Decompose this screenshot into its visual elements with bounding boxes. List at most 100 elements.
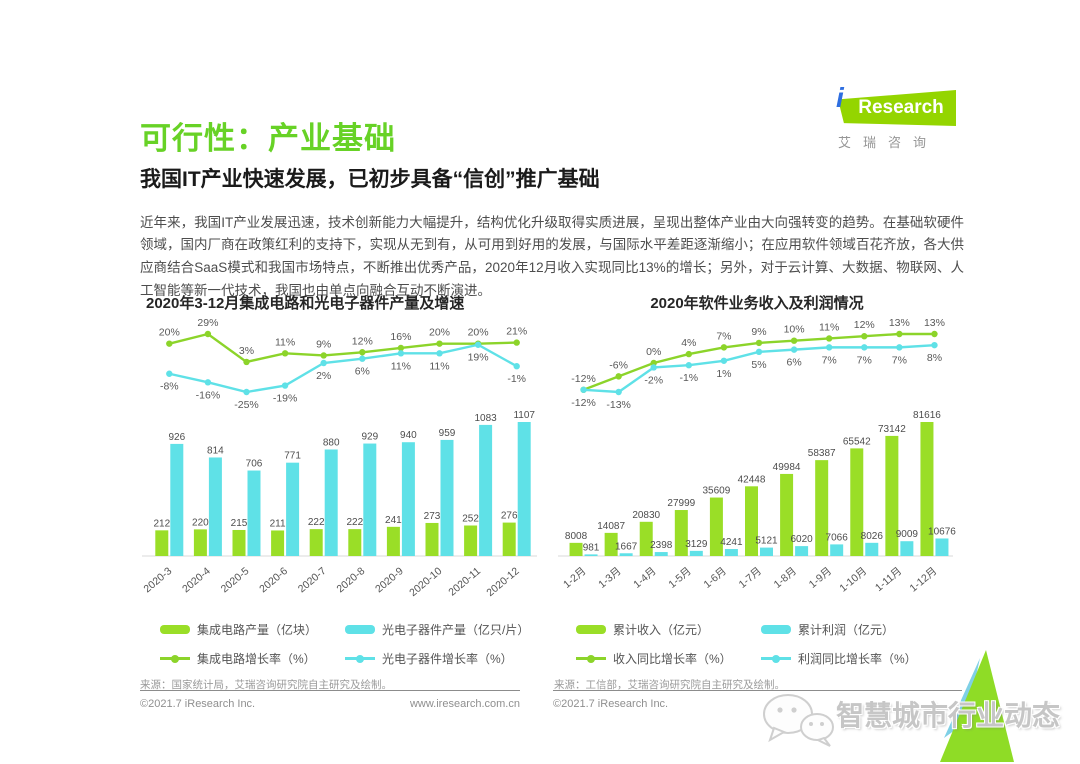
legend-item: 利润同比增长率（%） — [761, 650, 962, 667]
svg-text:276: 276 — [501, 511, 518, 522]
svg-text:13%: 13% — [924, 318, 945, 329]
svg-text:1-4月: 1-4月 — [631, 565, 658, 591]
line-series-1: -8% -16% -25% -19% 2% 6% 11% 11% 19% -1% — [160, 341, 526, 411]
line-swatch — [761, 654, 791, 663]
svg-text:6%: 6% — [786, 357, 801, 369]
line-series-0: -12% -6% 0% 4% 7% 9% 10% 11% 12% 13% 13% — [571, 317, 945, 393]
line-series-1: -12% -13% -2% -1% 1% 5% 6% 7% 7% 7% 8% — [571, 341, 942, 411]
svg-text:706: 706 — [246, 459, 263, 470]
svg-text:-12%: -12% — [571, 397, 596, 409]
svg-text:-1%: -1% — [507, 373, 526, 385]
svg-text:2020-4: 2020-4 — [180, 565, 213, 595]
copyright-right: ©2021.7 iResearch Inc. — [553, 698, 669, 710]
svg-text:4%: 4% — [681, 337, 696, 349]
svg-text:1-7月: 1-7月 — [737, 565, 764, 591]
bar-series-0: 212 220 215 211 222 222 241 273 252 276 — [153, 511, 518, 556]
svg-text:222: 222 — [308, 517, 325, 528]
svg-text:73142: 73142 — [878, 424, 906, 435]
legend-item: 累计利润（亿元） — [761, 621, 962, 638]
svg-text:212: 212 — [153, 518, 170, 529]
legend-label: 光电子器件产量（亿只/片） — [382, 623, 530, 637]
svg-text:58387: 58387 — [808, 448, 836, 459]
logo-brand-text: Research — [858, 97, 944, 118]
production-chart-plot: 212 220 215 211 222 222 241 273 252 276 926 814 706 7… — [136, 317, 541, 615]
svg-text:35609: 35609 — [703, 486, 731, 497]
svg-text:5121: 5121 — [755, 536, 778, 547]
svg-text:7%: 7% — [822, 354, 837, 366]
corner-triangle-decoration — [940, 650, 1014, 762]
svg-text:7%: 7% — [892, 354, 907, 366]
line-swatch — [576, 654, 606, 663]
svg-text:4241: 4241 — [720, 537, 743, 548]
svg-text:2020-3: 2020-3 — [141, 565, 174, 595]
bar-swatch — [160, 625, 190, 634]
svg-text:1083: 1083 — [474, 413, 497, 424]
svg-text:1-11月: 1-11月 — [873, 565, 904, 594]
svg-text:27999: 27999 — [667, 498, 695, 509]
svg-text:222: 222 — [346, 517, 363, 528]
svg-text:2020-10: 2020-10 — [407, 565, 444, 599]
footer-divider-left — [140, 690, 520, 691]
svg-text:211: 211 — [270, 518, 286, 529]
svg-text:6%: 6% — [355, 366, 370, 378]
svg-text:2020-6: 2020-6 — [257, 565, 290, 595]
svg-text:6020: 6020 — [790, 534, 813, 545]
line-swatch-dot — [772, 654, 780, 663]
svg-text:11%: 11% — [429, 360, 449, 372]
svg-text:49984: 49984 — [773, 462, 801, 473]
production-chart-legend: 集成电路产量（亿块） 光电子器件产量（亿只/片） 集成电路增长率（%） 光电子器件增长… — [136, 621, 541, 667]
svg-text:981: 981 — [583, 542, 600, 553]
svg-text:9%: 9% — [751, 326, 766, 338]
svg-text:10%: 10% — [784, 324, 805, 336]
legend-item: 光电子器件产量（亿只/片） — [345, 621, 541, 638]
svg-text:42448: 42448 — [738, 474, 766, 485]
svg-text:2398: 2398 — [650, 540, 673, 551]
svg-text:9009: 9009 — [896, 529, 919, 540]
svg-text:771: 771 — [284, 451, 301, 462]
svg-text:-2%: -2% — [644, 374, 663, 386]
line-swatch — [160, 654, 190, 663]
svg-text:11%: 11% — [391, 360, 411, 372]
svg-text:20%: 20% — [159, 327, 180, 339]
bar-series-1: 926 814 706 771 880 929 940 959 1083 1107 — [168, 410, 535, 556]
x-axis-labels: 2020-3 2020-4 2020-5 2020-6 2020-7 2020-8 2020… — [141, 565, 521, 599]
source-note-right: 来源：工信部，艾瑞咨询研究院自主研究及绘制。 — [554, 679, 785, 691]
legend-label: 收入同比增长率（%） — [613, 652, 732, 666]
svg-text:-25%: -25% — [234, 399, 259, 411]
svg-text:16%: 16% — [390, 331, 411, 343]
chart-panel-software: 2020年软件业务收入及利润情况 8008 14087 20830 27999 3560… — [552, 292, 962, 692]
legend-item: 收入同比增长率（%） — [576, 650, 761, 667]
logo-shape: Research — [838, 90, 956, 126]
svg-text:8%: 8% — [927, 352, 942, 364]
source-note-left: 来源：国家统计局，艾瑞咨询研究院自主研究及绘制。 — [140, 679, 392, 691]
copyright-left: ©2021.7 iResearch Inc. — [140, 698, 256, 710]
svg-text:14087: 14087 — [597, 521, 625, 532]
svg-text:19%: 19% — [468, 352, 489, 364]
svg-text:-12%: -12% — [571, 373, 596, 385]
bar-swatch — [345, 625, 375, 634]
svg-text:1%: 1% — [716, 368, 731, 380]
bar-swatch — [761, 625, 791, 634]
svg-text:1-9月: 1-9月 — [807, 565, 834, 591]
legend-item: 光电子器件增长率（%） — [345, 650, 541, 667]
logo-caption: 艾瑞咨询 — [838, 135, 939, 150]
svg-text:3129: 3129 — [685, 539, 708, 550]
svg-text:252: 252 — [462, 513, 479, 524]
legend-item: 集成电路增长率（%） — [160, 650, 345, 667]
line-series-0: 20% 29% 3% 11% 9% 12% 16% 20% 20% 21% — [159, 317, 527, 366]
svg-text:2020-5: 2020-5 — [219, 565, 252, 595]
svg-text:2020-11: 2020-11 — [446, 565, 483, 599]
bar-swatch — [576, 625, 606, 634]
legend-label: 集成电路产量（亿块） — [197, 623, 318, 637]
svg-text:13%: 13% — [889, 318, 910, 329]
bar-series-1: 981 1667 2398 3129 4241 5121 6020 7066 8026 9009 1… — [583, 526, 956, 556]
legend-label: 集成电路增长率（%） — [197, 652, 316, 666]
svg-text:11%: 11% — [819, 321, 839, 333]
legend-label: 利润同比增长率（%） — [798, 652, 917, 666]
wechat-icon — [763, 694, 834, 747]
line-swatch — [345, 654, 375, 663]
svg-text:65542: 65542 — [843, 436, 871, 447]
svg-text:1-3月: 1-3月 — [596, 565, 623, 591]
svg-text:3%: 3% — [239, 345, 254, 357]
svg-text:814: 814 — [207, 445, 224, 456]
